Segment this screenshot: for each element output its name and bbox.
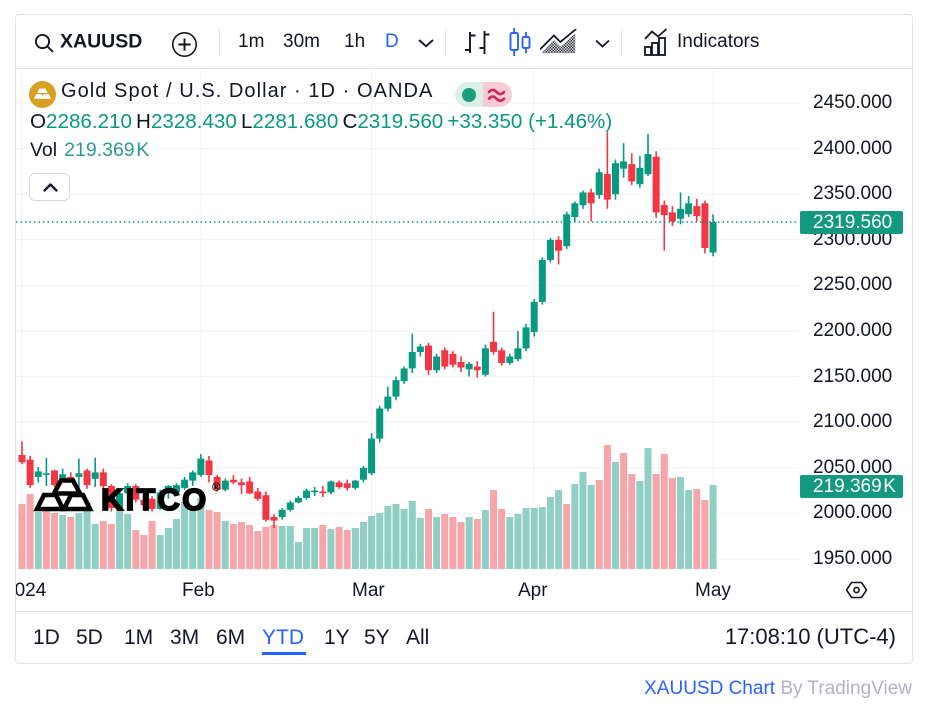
svg-text:®: ® xyxy=(212,482,221,494)
svg-text:KITCO: KITCO xyxy=(101,482,208,517)
